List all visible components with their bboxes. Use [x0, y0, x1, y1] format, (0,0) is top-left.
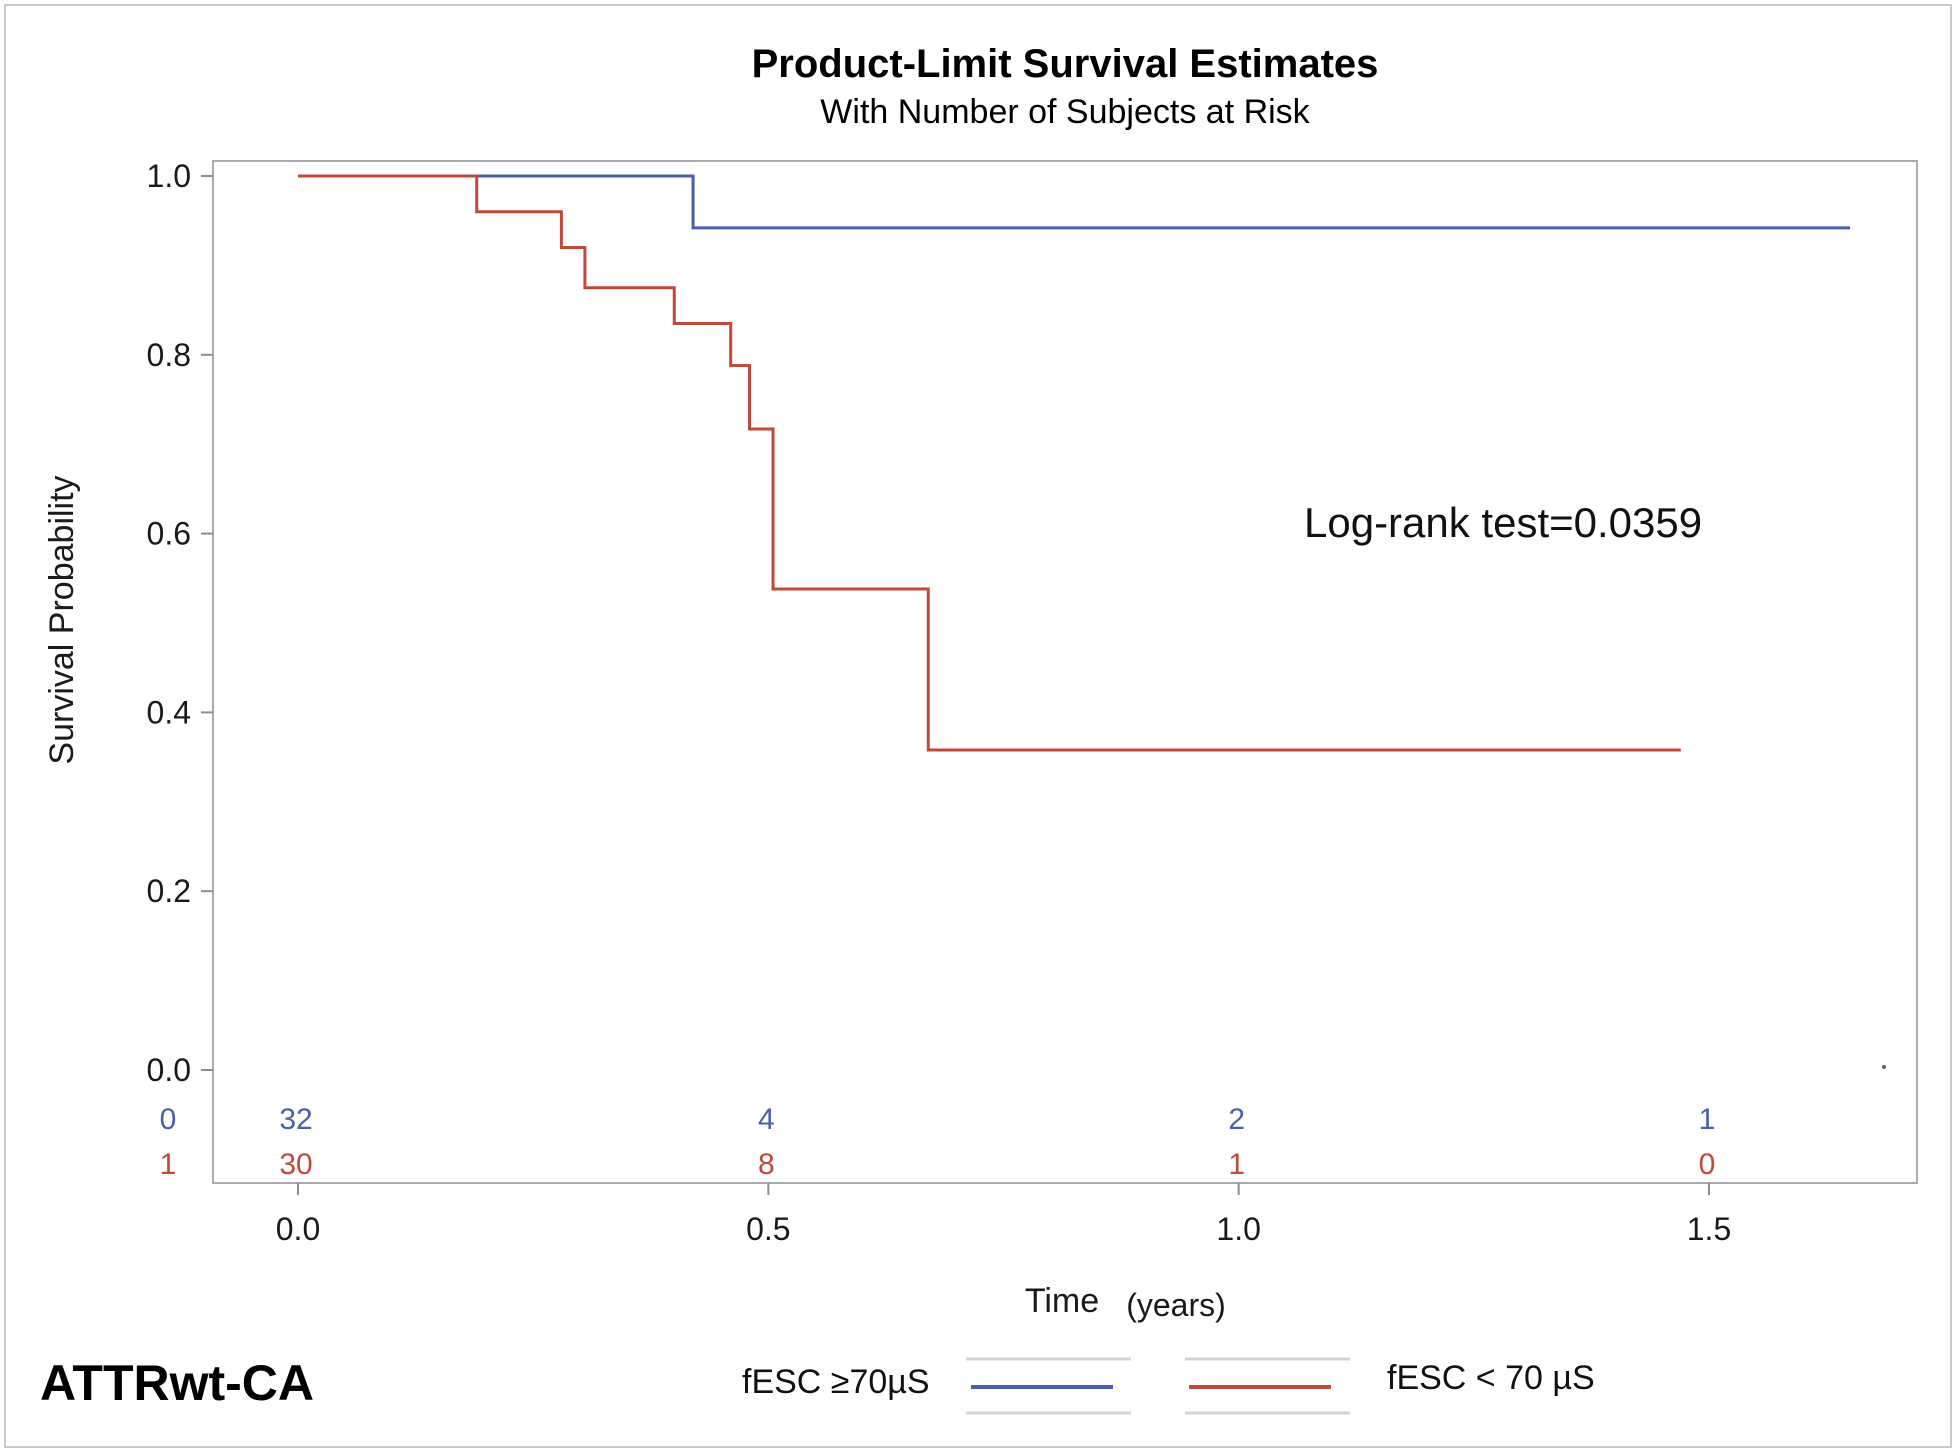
- y-tick-label: 0.4: [147, 694, 191, 730]
- plot-area-border: [212, 160, 1918, 1184]
- survival-curve-series-0: [298, 174, 1851, 230]
- y-tick-label: 0.0: [147, 1052, 191, 1088]
- survival-curves: [298, 174, 1851, 752]
- at-risk-count: 32: [279, 1103, 312, 1136]
- y-axis-label: Survival Probability: [43, 475, 81, 764]
- figure-frame: [4, 4, 1952, 1448]
- at-risk-count: 1: [1228, 1148, 1245, 1181]
- at-risk-count: 1: [1699, 1103, 1716, 1136]
- at-risk-count: 0: [1699, 1148, 1716, 1181]
- at-risk-group-label: 1: [160, 1148, 177, 1181]
- x-tick-label: 0.5: [746, 1211, 790, 1247]
- x-axis-label: Time: [1025, 1282, 1099, 1320]
- x-axis: 0.0 0.5 1.0 1.5: [276, 1183, 1731, 1247]
- panel-label: ATTRwt-CA: [40, 1355, 314, 1411]
- y-tick-label: 0.2: [147, 873, 191, 909]
- at-risk-count: 30: [279, 1148, 312, 1181]
- at-risk-count: 8: [758, 1148, 775, 1181]
- y-axis: 0.0 0.2 0.4 0.6 0.8 1.0: [147, 158, 213, 1088]
- x-tick-label: 1.5: [1687, 1211, 1731, 1247]
- survival-curve-series-1: [298, 174, 1681, 752]
- at-risk-count: 2: [1228, 1103, 1245, 1136]
- y-tick-label: 1.0: [147, 158, 191, 194]
- at-risk-count: 4: [758, 1103, 775, 1136]
- chart-title: Product-Limit Survival Estimates: [752, 42, 1379, 86]
- y-tick-label: 0.6: [147, 516, 191, 552]
- x-axis-unit: (years): [1126, 1287, 1226, 1323]
- at-risk-group-label: 0: [160, 1103, 177, 1136]
- y-tick-label: 0.8: [147, 337, 191, 373]
- chart-subtitle: With Number of Subjects at Risk: [820, 93, 1310, 131]
- legend-label-series-1: fESC < 70 µS: [1387, 1359, 1595, 1397]
- legend: fESC ≥70µS fESC < 70 µS: [742, 1357, 1595, 1415]
- logrank-annotation: Log-rank test=0.0359: [1304, 499, 1702, 546]
- x-tick-label: 0.0: [276, 1211, 320, 1247]
- stray-dot: [1882, 1065, 1886, 1069]
- legend-label-series-0: fESC ≥70µS: [742, 1363, 930, 1401]
- x-tick-label: 1.0: [1216, 1211, 1260, 1247]
- at-risk-table: 0 32 4 2 1 1 30 8 1 0: [160, 1103, 1716, 1181]
